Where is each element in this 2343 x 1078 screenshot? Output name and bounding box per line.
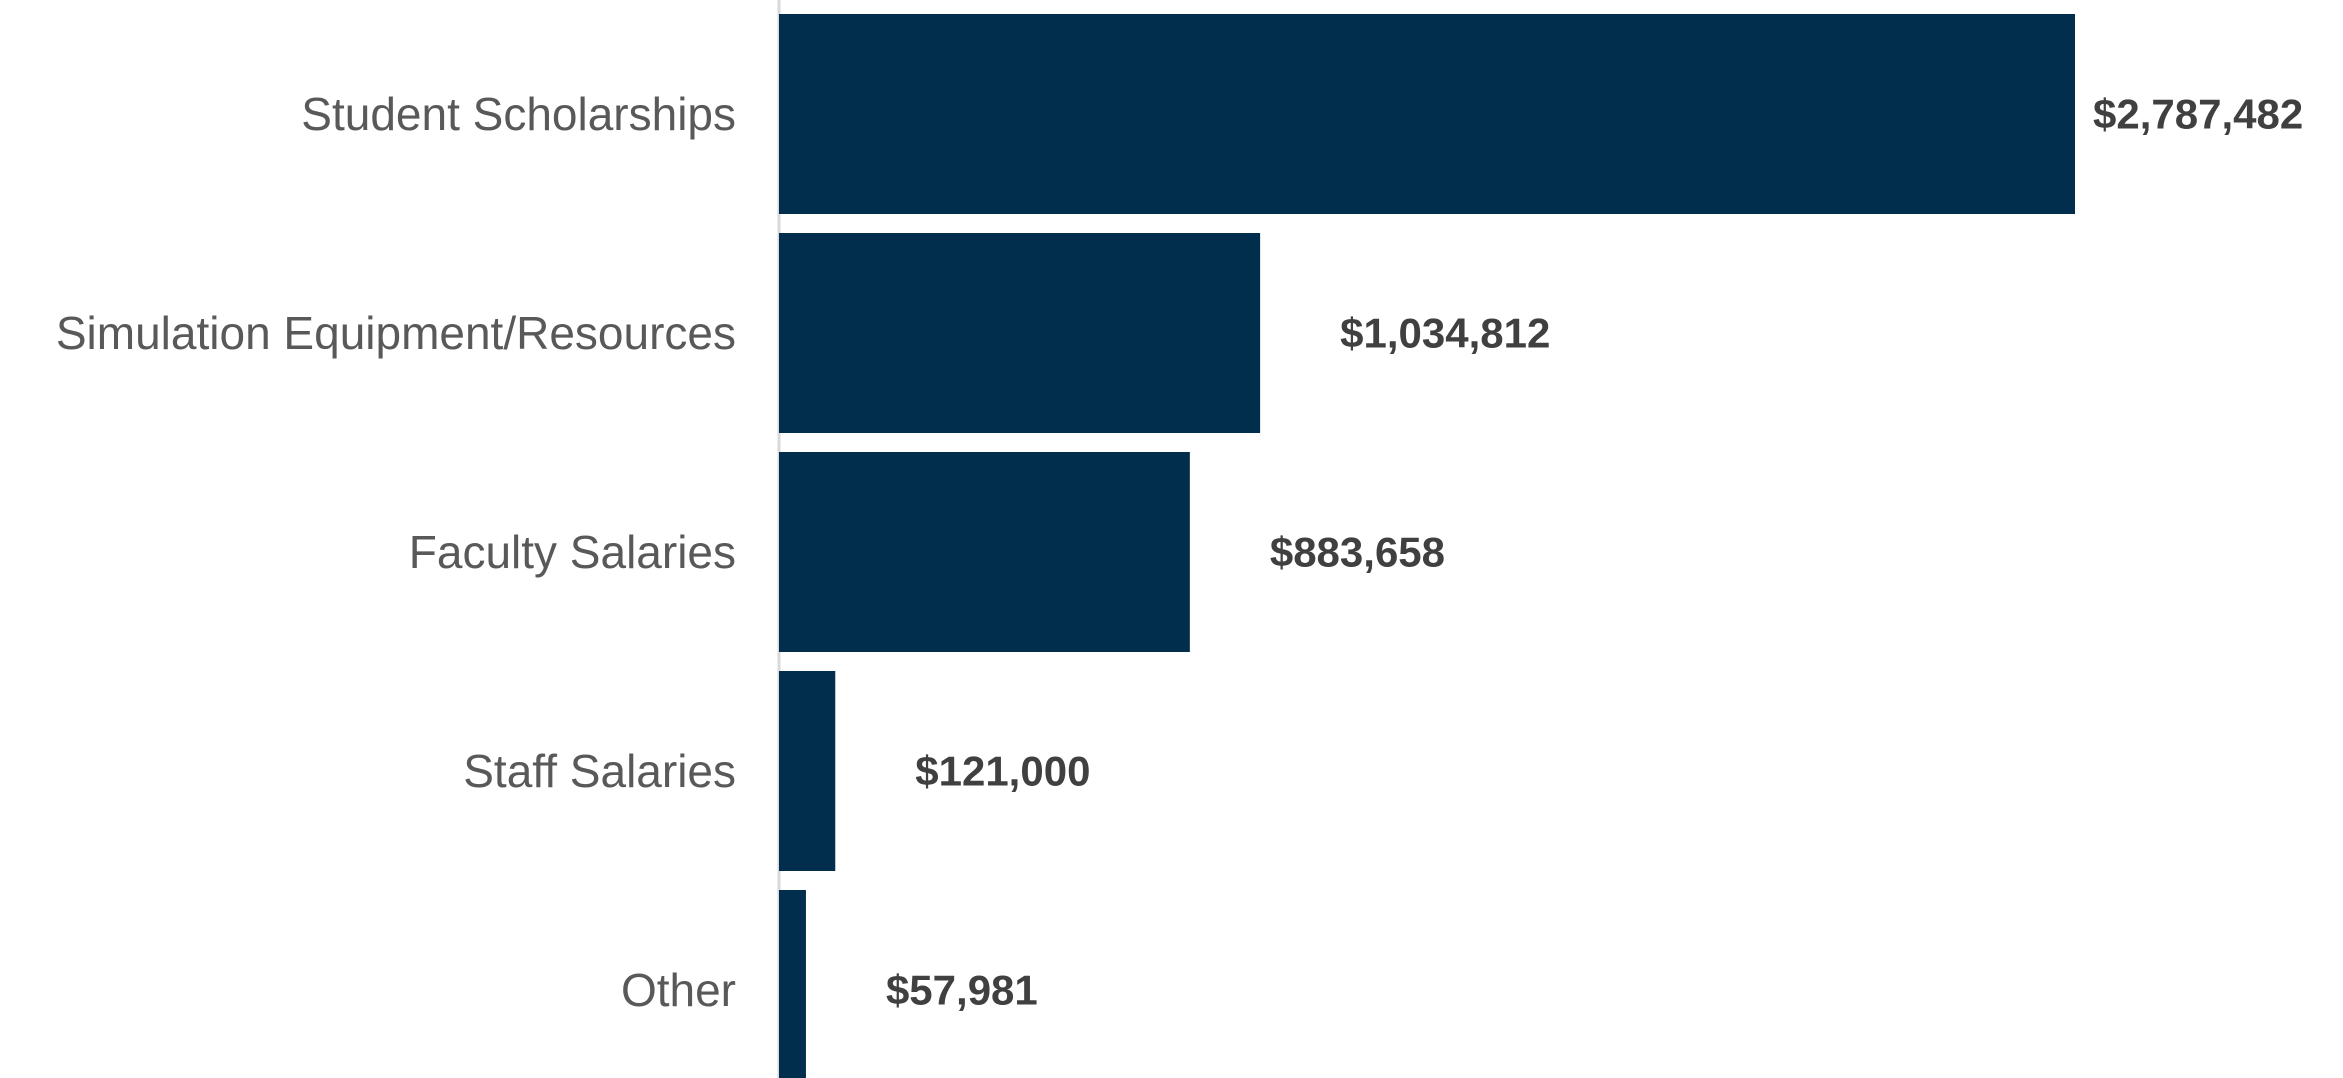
value-label-1: $1,034,812 <box>1340 310 1550 357</box>
bar-3 <box>779 671 836 871</box>
category-labels-group: Student Scholarships Simulation Equipment… <box>56 88 736 1016</box>
bar-0 <box>779 14 2075 214</box>
value-labels-group: $2,787,482 $1,034,812 $883,658 $121,000 $57,… <box>886 91 2303 1014</box>
category-label-1: Simulation Equipment/Resources <box>56 307 736 359</box>
value-label-0: $2,787,482 <box>2093 91 2303 138</box>
category-label-4: Other <box>621 964 736 1016</box>
value-label-4: $57,981 <box>886 967 1038 1014</box>
category-label-3: Staff Salaries <box>463 745 736 797</box>
category-label-0: Student Scholarships <box>301 88 736 140</box>
value-label-2: $883,658 <box>1270 529 1445 576</box>
bar-2 <box>779 452 1190 652</box>
bar-4 <box>779 890 806 1078</box>
category-label-2: Faculty Salaries <box>409 526 736 578</box>
bars-group <box>779 14 2075 1078</box>
bar-1 <box>779 233 1261 433</box>
value-label-3: $121,000 <box>915 748 1090 795</box>
